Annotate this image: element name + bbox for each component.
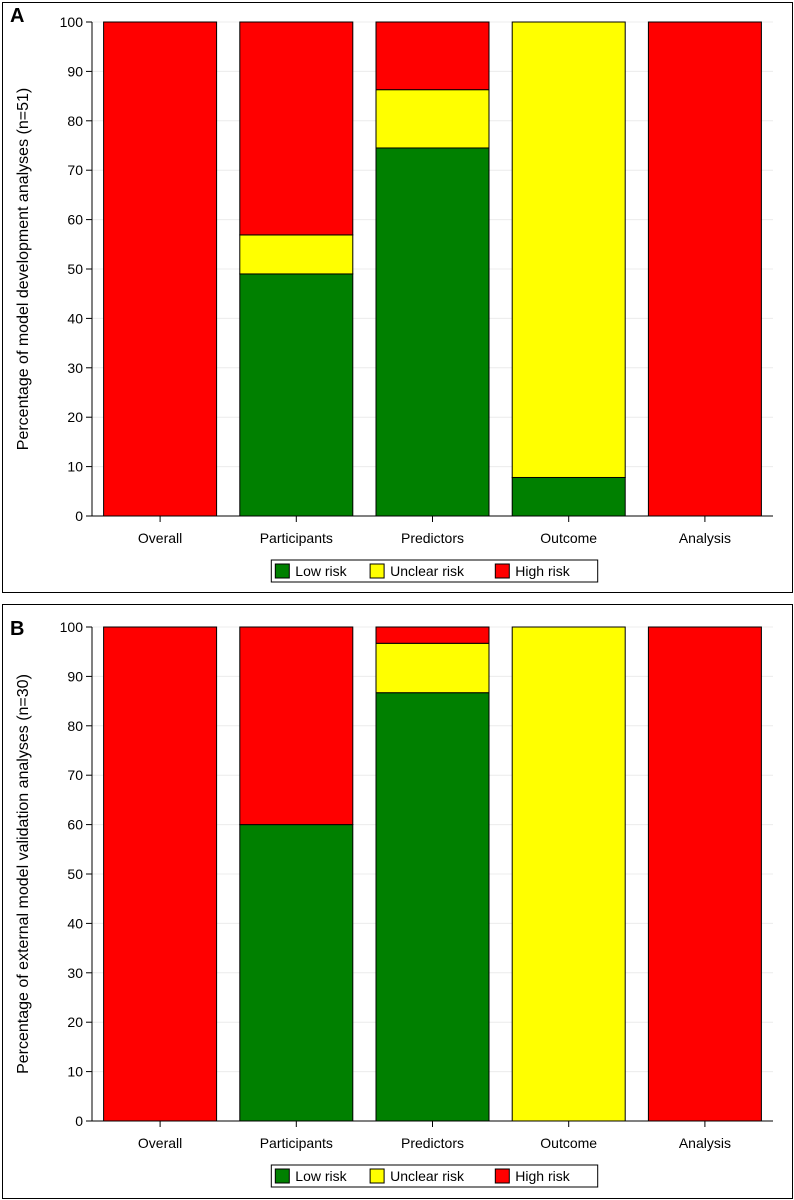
legend-label-high-risk: High risk — [515, 563, 570, 579]
bar-predictors-low-risk — [375, 147, 490, 517]
legend-label-low-risk: Low risk — [295, 563, 347, 579]
y-tick-label: 10 — [67, 459, 83, 475]
y-tick-label: 0 — [75, 1113, 83, 1129]
legend-swatch-unclear-risk — [369, 1168, 385, 1184]
y-tick-label: 90 — [67, 63, 83, 79]
x-tick-label: Analysis — [679, 1135, 731, 1151]
bar-outcome-low-risk — [511, 476, 626, 517]
legend: Low risk Unclear risk High risk — [270, 1164, 599, 1188]
bar-outcome-unclear-risk — [511, 21, 626, 478]
x-tick-label: Overall — [138, 1135, 182, 1151]
legend-swatch-high-risk — [494, 1168, 510, 1184]
bar-outcome-unclear-risk — [511, 626, 626, 1122]
legend-swatch-low-risk — [274, 1168, 290, 1184]
chart-panel-b: B 0 10 20 30 40 50 60 70 80 90 100 Overall Participan… — [2, 604, 793, 1199]
bar-analysis-high-risk — [647, 21, 762, 517]
y-tick-label: 70 — [67, 162, 83, 178]
x-tick-label: Participants — [260, 530, 333, 546]
bar-analysis-high-risk — [647, 626, 762, 1122]
legend-label-unclear-risk: Unclear risk — [390, 563, 465, 579]
x-tick-label: Overall — [138, 530, 182, 546]
legend-swatch-unclear-risk — [369, 563, 385, 579]
y-tick-label: 50 — [67, 261, 83, 277]
y-axis-label: Percentage of external model validation … — [15, 674, 32, 1074]
bar-predictors-unclear-risk — [375, 642, 490, 694]
bar-predictors-high-risk — [375, 626, 490, 644]
y-tick-label: 30 — [67, 360, 83, 376]
legend-box — [270, 1164, 599, 1188]
panel-frame — [2, 2, 793, 593]
bar-overall-high-risk — [103, 626, 218, 1122]
y-tick-label: 100 — [60, 14, 84, 30]
legend-label-high-risk: High risk — [515, 1168, 570, 1184]
x-tick-label: Outcome — [540, 530, 597, 546]
y-tick-label: 30 — [67, 965, 83, 981]
y-tick-label: 60 — [67, 212, 83, 228]
y-tick-label: 0 — [75, 508, 83, 524]
legend: Low risk Unclear risk High risk — [270, 559, 599, 583]
bar-predictors-unclear-risk — [375, 89, 490, 149]
y-tick-label: 20 — [67, 1014, 83, 1030]
legend-swatch-low-risk — [274, 563, 290, 579]
panel-label: A — [10, 5, 24, 27]
x-tick-label: Participants — [260, 1135, 333, 1151]
y-axis-label: Percentage of model development analyses… — [15, 88, 32, 450]
x-tick-label: Predictors — [401, 530, 464, 546]
bar-participants-low-risk — [239, 824, 354, 1122]
y-tick-label: 40 — [67, 915, 83, 931]
panel-label: B — [10, 618, 24, 640]
bar-participants-low-risk — [239, 273, 354, 517]
chart-panel-a: A 0 10 20 30 40 50 60 70 80 90 100 Overall Participan… — [2, 2, 793, 593]
y-tick-label: 60 — [67, 817, 83, 833]
bar-predictors-low-risk — [375, 692, 490, 1122]
legend-label-low-risk: Low risk — [295, 1168, 347, 1184]
y-tick-label: 80 — [67, 113, 83, 129]
bar-participants-high-risk — [239, 626, 354, 826]
bar-overall-high-risk — [103, 21, 218, 517]
y-tick-label: 40 — [67, 310, 83, 326]
bar-predictors-high-risk — [375, 21, 490, 91]
x-tick-label: Predictors — [401, 1135, 464, 1151]
y-tick-label: 90 — [67, 668, 83, 684]
y-tick-label: 10 — [67, 1064, 83, 1080]
y-tick-label: 80 — [67, 718, 83, 734]
y-tick-label: 20 — [67, 409, 83, 425]
bar-participants-unclear-risk — [239, 234, 354, 275]
legend-label-unclear-risk: Unclear risk — [390, 1168, 465, 1184]
y-tick-label: 70 — [67, 767, 83, 783]
x-tick-label: Analysis — [679, 530, 731, 546]
legend-box — [270, 559, 599, 583]
y-tick-label: 100 — [60, 619, 84, 635]
bar-participants-high-risk — [239, 21, 354, 236]
panel-frame — [2, 604, 793, 1199]
y-tick-label: 50 — [67, 866, 83, 882]
x-tick-label: Outcome — [540, 1135, 597, 1151]
legend-swatch-high-risk — [494, 563, 510, 579]
